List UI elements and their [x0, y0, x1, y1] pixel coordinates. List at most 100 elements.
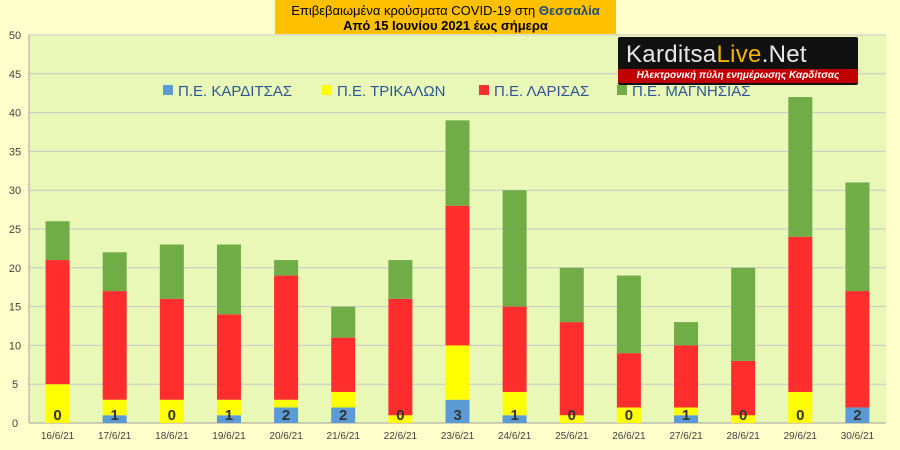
bar-segment — [388, 260, 413, 299]
data-label: 0 — [625, 407, 633, 424]
data-label: 1 — [225, 407, 233, 424]
bar-segment — [445, 345, 470, 400]
chart-title: Επιβεβαιωμένα κρούσματα COVID-19 στη Θεσ… — [275, 0, 616, 34]
x-tick-label: 21/6/21 — [327, 431, 361, 442]
bar-segment — [388, 298, 413, 416]
bar-segment — [102, 399, 127, 416]
legend-label: Π.Ε. ΛΑΡΙΣΑΣ — [494, 83, 589, 100]
data-label: 2 — [339, 407, 347, 424]
bar-segment — [616, 407, 641, 423]
y-axis-ticks: 0 5 10 15 20 25 30 35 40 45 50 — [9, 30, 21, 430]
bar-segment — [445, 205, 470, 346]
y-tick-label: 45 — [9, 69, 21, 81]
x-tick-label: 22/6/21 — [384, 431, 418, 442]
bar-segment — [216, 314, 241, 400]
title-region: Θεσσαλία — [538, 3, 600, 18]
x-tick-label: 20/6/21 — [269, 431, 303, 442]
data-label: 0 — [396, 407, 404, 424]
bar-segment — [559, 415, 584, 423]
data-label: 1 — [682, 407, 690, 424]
y-tick-label: 50 — [9, 30, 21, 42]
bar-segment — [502, 190, 527, 307]
y-tick-label: 25 — [9, 224, 21, 236]
bar-segment — [788, 97, 813, 237]
legend-swatch — [479, 85, 489, 95]
y-tick-label: 15 — [9, 302, 21, 314]
x-tick-label: 30/6/21 — [841, 431, 875, 442]
legend-label: Π.Ε. ΤΡΙΚΑΛΩΝ — [337, 83, 445, 100]
bar-segment — [274, 260, 299, 276]
bar-segment — [788, 236, 813, 392]
y-tick-label: 20 — [9, 263, 21, 275]
bar-segment — [159, 244, 184, 299]
bar-segment — [45, 384, 70, 423]
data-label: 3 — [453, 407, 461, 424]
y-tick-label: 40 — [9, 108, 21, 120]
bar-segment — [674, 415, 699, 423]
legend-label: Π.Ε. ΚΑΡΔΙΤΣΑΣ — [178, 83, 292, 100]
bar-segment — [502, 391, 527, 416]
y-tick-label: 0 — [12, 418, 18, 430]
data-label: 0 — [739, 407, 747, 424]
title-line1-prefix: Επιβεβαιωμένα κρούσματα COVID-19 στη — [291, 3, 539, 18]
legend-swatch — [322, 85, 332, 95]
data-label: 0 — [796, 407, 804, 424]
data-labels: 0 1 0 1 2 2 0 3 1 0 0 1 0 0 2 — [53, 407, 861, 424]
data-label: 2 — [282, 407, 290, 424]
bar-segment — [731, 415, 756, 423]
bar-segment — [788, 391, 813, 423]
logo-brand-prefix: Karditsa — [626, 41, 717, 68]
bar-segment — [216, 415, 241, 423]
x-tick-label: 17/6/21 — [98, 431, 132, 442]
bar-segment — [331, 407, 356, 423]
y-tick-label: 5 — [12, 379, 18, 391]
x-tick-label: 23/6/21 — [441, 431, 475, 442]
bar-segment — [445, 120, 470, 206]
bar-segment — [502, 306, 527, 392]
logo-brand: KarditsaLive.Net — [626, 41, 807, 69]
karditsalive-logo: KarditsaLive.Net Ηλεκτρονική πύλη ενημέρ… — [618, 37, 858, 85]
x-tick-label: 24/6/21 — [498, 431, 532, 442]
bar-segment — [331, 337, 356, 392]
data-label: 1 — [111, 407, 119, 424]
logo-subtitle: Ηλεκτρονική πύλη ενημέρωσης Καρδίτσας — [618, 69, 858, 83]
legend-swatch — [617, 85, 627, 95]
x-tick-label: 16/6/21 — [41, 431, 75, 442]
x-tick-label: 28/6/21 — [726, 431, 760, 442]
data-label: 0 — [568, 407, 576, 424]
y-tick-label: 10 — [9, 340, 21, 352]
bar-segment — [159, 399, 184, 423]
bar-segment — [674, 345, 699, 408]
bar-segment — [274, 407, 299, 423]
logo-brand-suffix: .Net — [761, 41, 807, 68]
x-tick-label: 27/6/21 — [669, 431, 703, 442]
bar-segment — [616, 353, 641, 408]
x-axis-ticks: 16/6/21 17/6/21 18/6/21 19/6/21 20/6/21 21/6/… — [41, 431, 875, 442]
bar-segment — [216, 244, 241, 315]
x-tick-label: 29/6/21 — [784, 431, 818, 442]
bars — [45, 97, 870, 423]
bar-segment — [502, 415, 527, 423]
bar-segment — [845, 407, 870, 423]
bar-segment — [731, 267, 756, 361]
x-tick-label: 19/6/21 — [212, 431, 246, 442]
legend: Π.Ε. ΚΑΡΔΙΤΣΑΣ Π.Ε. ΤΡΙΚΑΛΩΝ Π.Ε. ΛΑΡΙΣΑΣ Π… — [163, 83, 750, 100]
bar-segment — [445, 399, 470, 423]
logo-brand-live: Live — [716, 41, 762, 68]
title-line2: Από 15 Ιουνίου 2021 έως σήμερα — [343, 18, 548, 33]
bar-segment — [45, 221, 70, 261]
bar-segment — [274, 275, 299, 400]
bar-segment — [102, 291, 127, 400]
data-label: 0 — [168, 407, 176, 424]
bar-segment — [616, 275, 641, 354]
bar-segment — [731, 360, 756, 416]
bar-segment — [159, 298, 184, 400]
y-tick-label: 30 — [9, 185, 21, 197]
y-tick-label: 35 — [9, 146, 21, 158]
legend-swatch — [163, 85, 173, 95]
bar-segment — [845, 182, 870, 292]
data-label: 0 — [53, 407, 61, 424]
bar-segment — [674, 322, 699, 346]
data-label: 1 — [510, 407, 518, 424]
